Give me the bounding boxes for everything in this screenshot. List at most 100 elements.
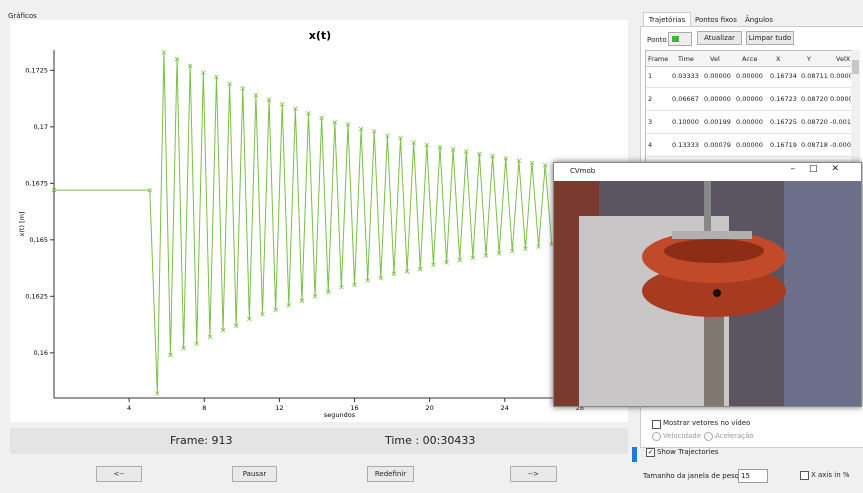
reset-button[interactable]: Redefinir: [367, 466, 414, 482]
point-marker: [260, 312, 265, 317]
table-cell: 0.06667: [672, 95, 699, 103]
point-marker: [168, 352, 173, 358]
point-marker: [220, 327, 226, 333]
checkbox-checked[interactable]: ✓: [646, 448, 655, 457]
table-cell: 0.00000: [704, 95, 731, 103]
point-marker: [279, 101, 285, 107]
point-marker: [332, 120, 338, 125]
point-marker: [293, 106, 298, 112]
point-marker: [464, 149, 469, 154]
point-marker: [431, 262, 436, 267]
point-marker: [207, 334, 213, 340]
point-marker: [516, 158, 522, 164]
option-label: X axis in %: [811, 471, 850, 479]
checkbox[interactable]: [800, 471, 809, 480]
checkbox[interactable]: [652, 420, 661, 429]
y-tick-label: 0,1675: [25, 179, 48, 187]
table-cell: 0.08711: [801, 72, 828, 80]
table-cell: 0.16725: [770, 118, 797, 126]
row-divider: [646, 156, 851, 157]
table-cell: 4: [648, 141, 653, 149]
update-button[interactable]: Atualizar: [697, 31, 742, 45]
table-cell: 0.00000: [736, 95, 763, 103]
table-cell: 0.00000: [736, 141, 763, 149]
table-cell: 1: [648, 72, 653, 80]
column-header: Time: [678, 55, 694, 63]
point-marker: [483, 253, 489, 258]
point-marker: [240, 86, 246, 91]
point-marker: [266, 97, 272, 102]
point-marker: [155, 391, 160, 396]
y-tick-label: 0,165: [29, 236, 48, 244]
point-marker: [201, 70, 206, 75]
point-marker: [470, 255, 476, 261]
table-cell: 0.00000: [704, 72, 731, 80]
window-controls[interactable]: –□✕: [790, 164, 853, 174]
x-tick-label: 4: [127, 404, 131, 412]
table-cell: 0.00000: [830, 72, 851, 80]
point-marker: [450, 147, 456, 152]
video-window: CVmob –□✕: [553, 162, 862, 407]
point-marker: [345, 122, 351, 127]
point-marker: [424, 142, 430, 148]
point-marker: [411, 140, 416, 145]
option-label: Show Trajectories: [657, 448, 719, 456]
table-cell: 0.00199: [704, 118, 731, 126]
table-cell: 0.00079: [704, 141, 731, 149]
point-label: Ponto: [647, 36, 667, 44]
row-divider: [646, 110, 851, 111]
x-tick-label: 12: [275, 404, 283, 412]
point-marker: [253, 92, 259, 98]
plot-title: x(t): [309, 29, 331, 42]
tab[interactable]: Ângulos: [745, 16, 773, 24]
pause-button[interactable]: Pausar: [232, 466, 277, 482]
point-marker: [227, 81, 232, 87]
table-cell: 0.00000: [830, 95, 851, 103]
table-header: [646, 51, 851, 67]
radio[interactable]: [704, 432, 713, 441]
next-button[interactable]: -->: [510, 466, 557, 482]
prev-button[interactable]: <--: [96, 466, 142, 482]
window-title: CVmob: [570, 167, 596, 175]
table-cell: 0.13333: [672, 141, 699, 149]
spinbox[interactable]: 15: [738, 469, 768, 483]
row-divider: [646, 133, 851, 134]
option-label: Velocidade: [663, 432, 702, 440]
x-tick-label: 20: [426, 404, 434, 412]
point-marker: [444, 260, 449, 265]
point-marker: [214, 74, 219, 80]
table-cell: 0.10000: [672, 118, 699, 126]
tab[interactable]: Trajetórias: [643, 12, 691, 27]
table-cell: 3: [648, 118, 653, 126]
column-header: Acce: [742, 55, 758, 63]
option-label: Mostrar vetores no vídeo: [663, 419, 751, 427]
point-marker: [371, 129, 377, 134]
point-marker: [490, 153, 495, 159]
status-bar: [10, 428, 628, 454]
table-cell: 0.16723: [770, 95, 797, 103]
column-header: Vel: [710, 55, 720, 63]
point-marker: [391, 271, 397, 276]
point-marker: [496, 251, 502, 256]
point-marker: [147, 187, 153, 193]
point-marker: [365, 278, 370, 283]
point-marker: [299, 298, 305, 304]
x-tick-label: 8: [202, 404, 206, 412]
table-cell: 0.08720: [801, 118, 828, 126]
x-tick-label: 28: [576, 404, 584, 412]
tab[interactable]: Pontos fixos: [695, 16, 737, 24]
radio[interactable]: [652, 432, 661, 441]
point-marker: [510, 248, 515, 254]
plot: x(t) 0,16 0,1625 0,165 0,1675 0,17 0,1725 4 8 12 1…: [10, 20, 628, 422]
point-marker: [273, 307, 278, 313]
clear-button[interactable]: Limpar tudo: [746, 31, 794, 45]
point-marker: [477, 151, 482, 157]
point-marker: [385, 133, 390, 139]
table-cell: 0.00000: [736, 72, 763, 80]
point-marker: [325, 289, 331, 295]
point-marker: [339, 284, 344, 290]
table-cell: -0.00067: [830, 141, 851, 149]
color-picker[interactable]: [668, 32, 692, 46]
frame-label: Frame: 913: [170, 434, 233, 447]
point-marker: [536, 244, 541, 249]
